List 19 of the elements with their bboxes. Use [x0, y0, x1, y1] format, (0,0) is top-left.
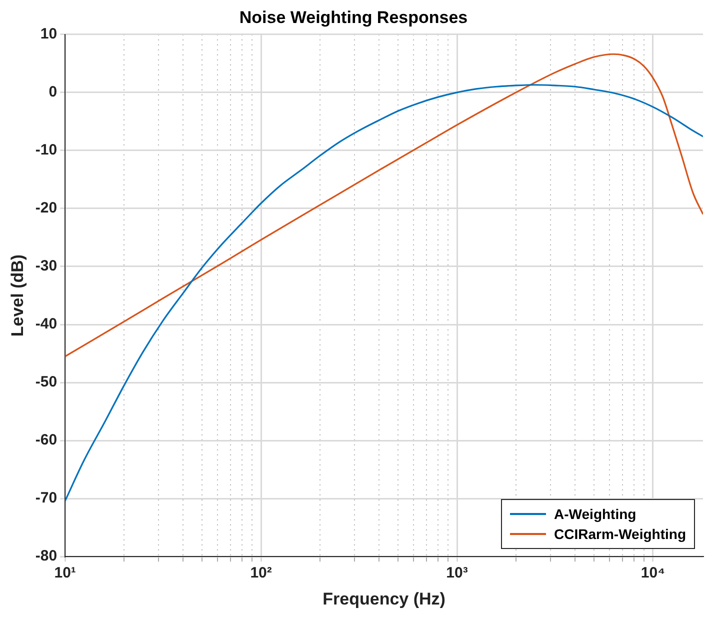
x-tick-label: 10¹	[54, 564, 76, 582]
y-axis-title: Level (dB)	[8, 254, 27, 337]
y-tick-label: -60	[35, 432, 58, 449]
y-tick-label: -70	[35, 490, 58, 507]
y-tick-label: -80	[35, 548, 58, 565]
y-tick-label: -30	[35, 258, 58, 275]
y-tick-label: 10	[40, 26, 58, 43]
y-tick-label: -20	[35, 200, 58, 217]
y-tick-label: 0	[48, 84, 58, 101]
x-tick-label: 10⁴	[640, 564, 666, 582]
chart-title: Noise Weighting Responses	[239, 8, 468, 27]
x-tick-label: 10³	[446, 564, 468, 582]
y-tick-label: -40	[35, 316, 58, 333]
y-tick-label: -10	[35, 142, 58, 159]
x-axis-title: Frequency (Hz)	[322, 589, 446, 608]
legend-label: CCIRarm-Weighting	[554, 524, 686, 544]
legend-label: A-Weighting	[554, 504, 636, 524]
y-tick-label: -50	[35, 374, 58, 391]
x-tick-label: 10²	[250, 564, 272, 582]
